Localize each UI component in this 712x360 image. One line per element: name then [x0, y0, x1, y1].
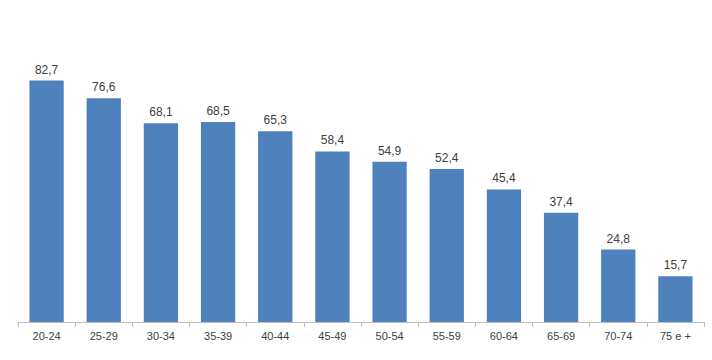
svg-text:40-44: 40-44 — [261, 330, 289, 342]
svg-text:25-29: 25-29 — [90, 330, 118, 342]
svg-text:45-49: 45-49 — [318, 330, 346, 342]
svg-text:24,8: 24,8 — [607, 232, 631, 246]
svg-text:30-34: 30-34 — [147, 330, 175, 342]
svg-text:37,4: 37,4 — [549, 195, 573, 209]
svg-text:68,5: 68,5 — [206, 104, 230, 118]
svg-text:20-24: 20-24 — [33, 330, 61, 342]
svg-text:58,4: 58,4 — [321, 133, 345, 147]
svg-text:55-59: 55-59 — [433, 330, 461, 342]
svg-text:75 e +: 75 e + — [660, 330, 691, 342]
svg-text:35-39: 35-39 — [204, 330, 232, 342]
svg-text:54,9: 54,9 — [378, 144, 402, 158]
svg-text:52,4: 52,4 — [435, 151, 459, 165]
svg-text:45,4: 45,4 — [492, 171, 516, 185]
svg-text:50-54: 50-54 — [376, 330, 404, 342]
svg-text:70-74: 70-74 — [604, 330, 632, 342]
svg-text:68,1: 68,1 — [149, 105, 173, 119]
svg-text:76,6: 76,6 — [92, 80, 116, 94]
svg-text:65-69: 65-69 — [547, 330, 575, 342]
svg-text:65,3: 65,3 — [264, 113, 288, 127]
svg-text:82,7: 82,7 — [35, 63, 59, 77]
svg-text:60-64: 60-64 — [490, 330, 518, 342]
svg-text:15,7: 15,7 — [664, 258, 688, 272]
